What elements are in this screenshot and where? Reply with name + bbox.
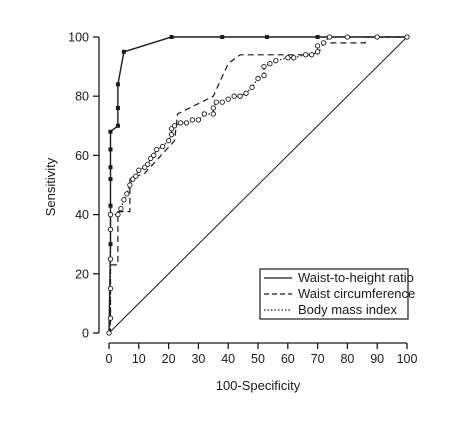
data-point bbox=[106, 330, 112, 336]
data-point bbox=[108, 177, 113, 182]
series-body-mass-index bbox=[106, 34, 410, 336]
y-tick-label: 60 bbox=[75, 149, 89, 163]
y-tick-label: 20 bbox=[75, 267, 89, 281]
x-tick-label: 50 bbox=[251, 352, 265, 366]
data-point bbox=[159, 143, 166, 150]
data-point bbox=[243, 90, 249, 96]
data-point bbox=[201, 111, 208, 117]
data-point bbox=[261, 72, 267, 79]
data-point bbox=[195, 117, 202, 123]
legend-label-waist-circumference: Waist circumference bbox=[298, 286, 415, 301]
x-axis-title: 100-Specificity bbox=[216, 378, 301, 393]
data-point bbox=[121, 49, 126, 54]
x-tick-label: 40 bbox=[221, 352, 235, 366]
x-tick-label: 60 bbox=[281, 352, 295, 366]
y-tick-label: 40 bbox=[75, 208, 89, 222]
x-tick-label: 70 bbox=[311, 352, 325, 366]
data-point bbox=[255, 75, 261, 82]
data-point bbox=[107, 256, 114, 262]
series-line bbox=[109, 36, 407, 334]
data-point bbox=[107, 211, 114, 218]
series-waist-circumference bbox=[109, 36, 407, 334]
data-point bbox=[303, 52, 309, 58]
data-point bbox=[273, 58, 279, 64]
data-point bbox=[115, 123, 120, 128]
data-point bbox=[189, 117, 196, 123]
data-point bbox=[326, 34, 333, 40]
y-axis-title: Sensitivity bbox=[43, 157, 58, 216]
data-point bbox=[124, 191, 130, 197]
data-point bbox=[115, 106, 120, 111]
data-point bbox=[320, 40, 327, 46]
y-tick-label: 80 bbox=[75, 90, 89, 104]
series-layer bbox=[106, 34, 410, 336]
x-tick-label: 0 bbox=[106, 352, 113, 366]
data-point bbox=[231, 93, 237, 99]
data-point bbox=[210, 105, 216, 111]
data-point bbox=[220, 35, 225, 39]
data-point bbox=[237, 93, 243, 99]
data-point bbox=[213, 99, 219, 105]
data-point bbox=[107, 226, 114, 233]
data-point bbox=[264, 35, 269, 39]
y-tick-label: 100 bbox=[68, 31, 89, 45]
data-point bbox=[285, 55, 291, 61]
legend-label-waist-to-height: Waist-to-height ratio bbox=[298, 270, 414, 285]
data-point bbox=[267, 60, 273, 67]
x-tick-label: 80 bbox=[340, 352, 354, 366]
y-axis-ticks: 0 20 40 60 80 100 bbox=[68, 31, 99, 341]
data-point bbox=[168, 132, 175, 138]
data-point bbox=[225, 96, 231, 102]
x-tick-label: 100 bbox=[397, 352, 418, 366]
data-point bbox=[165, 137, 172, 144]
legend: Waist-to-height ratio Waist circumferenc… bbox=[259, 268, 415, 320]
data-point bbox=[404, 34, 410, 40]
x-tick-label: 90 bbox=[370, 352, 384, 366]
data-point bbox=[108, 203, 113, 208]
data-point bbox=[154, 146, 160, 153]
data-point bbox=[115, 211, 121, 218]
data-point bbox=[107, 315, 114, 321]
x-tick-label: 30 bbox=[191, 352, 205, 366]
data-point bbox=[291, 55, 297, 61]
data-point bbox=[118, 206, 124, 212]
data-point bbox=[210, 111, 216, 117]
y-tick-label: 0 bbox=[82, 327, 89, 341]
legend-label-body-mass-index: Body mass index bbox=[298, 302, 397, 317]
x-tick-label: 10 bbox=[132, 352, 146, 366]
data-point bbox=[108, 165, 113, 170]
data-point bbox=[308, 52, 315, 58]
data-point bbox=[374, 34, 380, 40]
data-point bbox=[107, 285, 114, 292]
data-point bbox=[145, 161, 151, 167]
reference-diagonal-line bbox=[108, 36, 408, 334]
data-point bbox=[169, 35, 174, 39]
data-point bbox=[314, 49, 321, 55]
data-point bbox=[108, 129, 113, 134]
data-point bbox=[136, 167, 142, 173]
data-point bbox=[249, 84, 255, 90]
data-point bbox=[315, 35, 320, 39]
data-point bbox=[127, 182, 133, 188]
data-point bbox=[344, 34, 351, 40]
data-point bbox=[183, 120, 190, 126]
data-point bbox=[133, 173, 139, 179]
x-tick-label: 20 bbox=[162, 352, 176, 366]
data-point bbox=[219, 99, 225, 105]
data-point bbox=[108, 147, 113, 152]
data-point bbox=[121, 197, 127, 203]
data-point bbox=[261, 63, 267, 70]
data-point bbox=[314, 43, 321, 49]
x-axis-ticks: 0 10 20 30 40 50 60 70 80 90 100 bbox=[106, 343, 418, 366]
data-point bbox=[115, 82, 120, 87]
data-point bbox=[171, 123, 178, 129]
data-point bbox=[151, 152, 157, 159]
data-point bbox=[177, 120, 184, 126]
